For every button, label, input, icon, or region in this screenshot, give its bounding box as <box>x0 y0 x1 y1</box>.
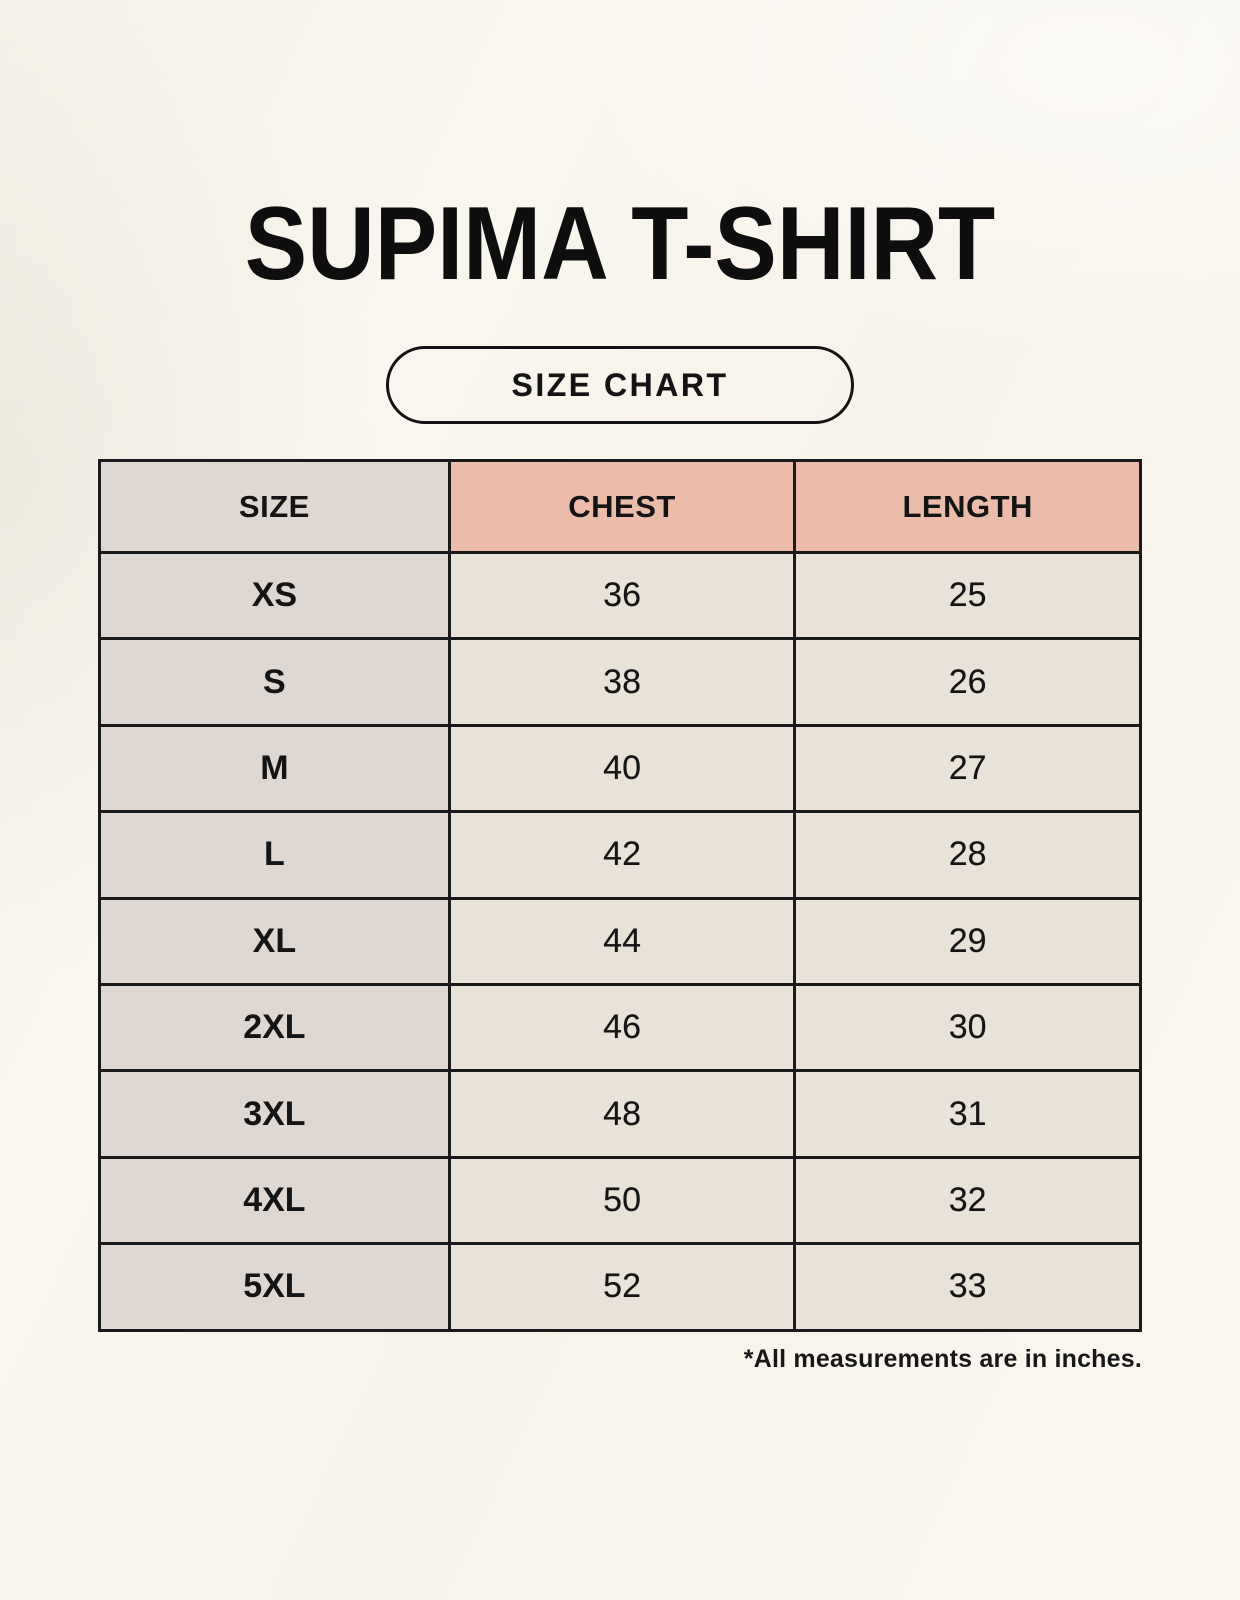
length-value-cell: 31 <box>793 1069 1142 1159</box>
length-value-cell: 29 <box>793 896 1142 986</box>
size-label-cell: 2XL <box>98 982 451 1073</box>
size-chart-badge[interactable]: SIZE CHART <box>386 346 854 424</box>
table-row: XL 44 29 <box>98 896 1142 986</box>
table-row: 2XL 46 30 <box>98 982 1142 1073</box>
size-label-cell: 5XL <box>98 1242 451 1332</box>
size-label-cell: L <box>98 810 451 900</box>
chest-value-cell: 42 <box>447 810 797 900</box>
size-label-cell: S <box>98 637 451 727</box>
table-row: M 40 27 <box>98 723 1142 814</box>
page-title: SUPIMA T-SHIRT <box>244 186 996 302</box>
length-value-cell: 33 <box>793 1242 1142 1332</box>
chest-value-cell: 40 <box>447 723 797 814</box>
chest-value-cell: 36 <box>447 550 797 641</box>
length-value-cell: 25 <box>793 550 1142 641</box>
length-value-cell: 32 <box>793 1155 1142 1246</box>
measurements-footnote: *All measurements are in inches. <box>743 1344 1142 1373</box>
table-row: 3XL 48 31 <box>98 1069 1142 1159</box>
table-row: 5XL 52 33 <box>98 1242 1142 1332</box>
chest-value-cell: 50 <box>447 1155 797 1246</box>
size-label-cell: XL <box>98 896 451 986</box>
size-table-body: XS 36 25 S 38 26 M 40 27 L 42 28 XL 44 2… <box>98 550 1142 1332</box>
size-label-cell: 4XL <box>98 1155 451 1246</box>
table-row: S 38 26 <box>98 637 1142 727</box>
column-header-size: SIZE <box>98 459 451 554</box>
size-label-cell: 3XL <box>98 1069 451 1159</box>
table-row: XS 36 25 <box>98 550 1142 641</box>
length-value-cell: 30 <box>793 982 1142 1073</box>
column-header-length: LENGTH <box>793 459 1142 554</box>
chest-value-cell: 52 <box>447 1242 797 1332</box>
chest-value-cell: 38 <box>447 637 797 727</box>
size-table: SIZE CHEST LENGTH XS 36 25 S 38 26 M 40 … <box>98 459 1142 1332</box>
chest-value-cell: 48 <box>447 1069 797 1159</box>
length-value-cell: 26 <box>793 637 1142 727</box>
length-value-cell: 27 <box>793 723 1142 814</box>
size-chart-badge-label: SIZE CHART <box>511 366 729 403</box>
length-value-cell: 28 <box>793 810 1142 900</box>
table-row: L 42 28 <box>98 810 1142 900</box>
size-label-cell: M <box>98 723 451 814</box>
size-label-cell: XS <box>98 550 451 641</box>
column-header-chest: CHEST <box>447 459 797 554</box>
chest-value-cell: 44 <box>447 896 797 986</box>
table-header-row: SIZE CHEST LENGTH <box>98 459 1142 554</box>
chest-value-cell: 46 <box>447 982 797 1073</box>
table-row: 4XL 50 32 <box>98 1155 1142 1246</box>
